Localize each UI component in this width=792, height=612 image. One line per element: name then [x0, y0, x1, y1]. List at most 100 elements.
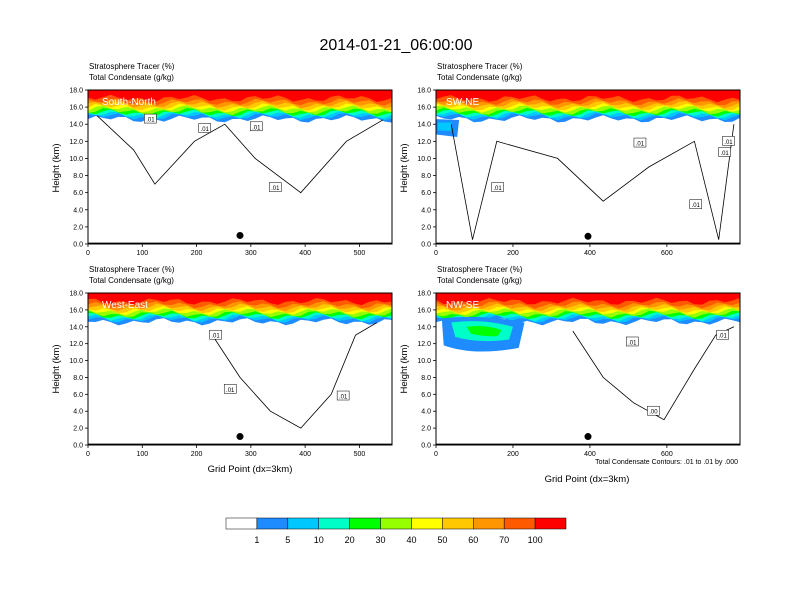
panel-south-north: Stratosphere Tracer (%) Total Condensate… [51, 62, 393, 257]
plot-frame [435, 89, 741, 245]
contour-label: .01 [689, 199, 702, 209]
contour-label: .01 [223, 384, 237, 394]
y-tick-label: 10.0 [417, 156, 431, 163]
y-tick-label: 14.0 [69, 122, 83, 129]
y-axis-label: Height (km) [399, 143, 410, 192]
colorbar-swatch [287, 517, 319, 530]
y-tick-label: 18.0 [69, 291, 83, 298]
colorbar-label: 50 [437, 535, 447, 545]
plot-area: .01 .01 .01 .01 0.0 2.0 4.0 6.0 8.0 10.0 12.0 14.0 1… [69, 88, 393, 257]
panel-header-tracer: Stratosphere Tracer (%) [89, 265, 175, 274]
y-tick-label: 16.0 [69, 307, 83, 314]
x-axis-label: Grid Point (dx=3km) [208, 464, 293, 475]
colorbar: 1 5 10 20 30 40 50 60 70 100 [225, 517, 567, 545]
plot-area: .01 .01 .01 0.0 2.0 4.0 6.0 8.0 10.0 12.0 14.0 16.0… [69, 291, 393, 458]
colorbar-label: 60 [468, 535, 478, 545]
location-marker [236, 433, 244, 441]
contour-label: .01 [722, 136, 735, 146]
location-marker [236, 231, 244, 239]
y-tick-label: 0.0 [73, 242, 83, 249]
y-tick-label: 4.0 [421, 207, 431, 214]
panel-label: SW-NE [446, 97, 479, 108]
colorbar-label: 1 [254, 535, 259, 545]
contour-line [450, 124, 735, 240]
contour-lines [96, 115, 384, 194]
y-tick-label: 2.0 [421, 224, 431, 231]
contour-label: .01 [209, 329, 222, 340]
contour-label-box [647, 405, 660, 416]
contour-label: .01 [198, 123, 211, 133]
contour-label: .01 [716, 329, 729, 340]
contour-line [96, 115, 384, 194]
y-tick-label: 0.0 [73, 443, 83, 450]
contour-label-box [633, 137, 647, 148]
colorbar-swatch [411, 517, 443, 530]
contour-label-text: .01 [271, 186, 280, 192]
contour-label: .00 [647, 405, 660, 416]
contour-label-box [269, 182, 282, 192]
y-tick-label: 12.0 [69, 341, 83, 348]
colorbar-label: 100 [528, 535, 543, 545]
y-tick-label: 12.0 [417, 341, 431, 348]
y-tick-label: 6.0 [421, 392, 431, 399]
contour-label: .01 [633, 137, 647, 148]
contour-label-text: .01 [252, 125, 261, 131]
plot-area: .01 .01 .01 .01 .01 0.0 2.0 4.0 6.0 8.0 10.0 12.0 14… [417, 88, 741, 257]
y-tick-label: 2.0 [73, 224, 83, 231]
panel-label: South-North [102, 97, 156, 108]
colorbar-swatch [318, 517, 350, 530]
contour-label-box [722, 136, 735, 146]
y-axis-label: Height (km) [51, 344, 62, 393]
y-tick-label: 4.0 [73, 409, 83, 416]
tracer-band [88, 90, 392, 102]
x-tick-label: 100 [136, 250, 148, 257]
tracer-band [436, 90, 740, 103]
tracer-band [436, 293, 740, 305]
y-tick-label: 10.0 [417, 358, 431, 365]
colorbar-label: 40 [406, 535, 416, 545]
x-tick-label: 500 [354, 451, 366, 458]
contour-label-text: .01 [628, 340, 637, 346]
contour-label-box [336, 390, 350, 401]
y-tick-label: 8.0 [421, 375, 431, 382]
contour-label-text: .01 [720, 151, 729, 157]
panel-label: NW-SE [446, 300, 479, 311]
contour-label: .01 [269, 182, 282, 192]
x-tick-label: 100 [136, 451, 148, 458]
x-tick-label: 0 [86, 451, 90, 458]
panel-header-condensate: Total Condensate (g/kg) [437, 73, 522, 82]
contour-line [209, 322, 378, 429]
contour-label-text: .01 [339, 395, 348, 401]
panel-header-condensate: Total Condensate (g/kg) [89, 73, 174, 82]
colorbar-swatch [534, 517, 567, 530]
contour-label-text: .00 [649, 410, 658, 416]
colorbar-swatch [256, 517, 289, 530]
x-tick-label: 400 [584, 451, 596, 458]
x-tick-label: 0 [434, 451, 438, 458]
contour-label: .01 [336, 390, 350, 401]
y-tick-label: 10.0 [69, 358, 83, 365]
colorbar-label: 30 [376, 535, 386, 545]
y-tick-label: 8.0 [73, 173, 83, 180]
contour-label-box [223, 384, 237, 394]
y-tick-label: 14.0 [417, 324, 431, 331]
contour-lines [572, 326, 735, 421]
x-tick-label: 200 [191, 250, 203, 257]
y-tick-label: 6.0 [421, 190, 431, 197]
x-tick-label: 400 [299, 451, 311, 458]
contour-label-text: .01 [226, 388, 235, 394]
contour-label-box [626, 336, 639, 347]
contour-label-text: .01 [719, 334, 728, 340]
contour-label-box [491, 182, 504, 192]
x-tick-label: 600 [661, 250, 673, 257]
panel-header-condensate: Total Condensate (g/kg) [437, 276, 522, 285]
y-tick-label: 8.0 [73, 375, 83, 382]
x-tick-label: 400 [584, 250, 596, 257]
plot-frame [87, 292, 393, 446]
contour-label-box [689, 199, 702, 209]
y-tick-label: 14.0 [417, 122, 431, 129]
x-tick-label: 500 [354, 250, 366, 257]
y-tick-label: 18.0 [417, 291, 431, 298]
panel-header-tracer: Stratosphere Tracer (%) [437, 62, 523, 71]
